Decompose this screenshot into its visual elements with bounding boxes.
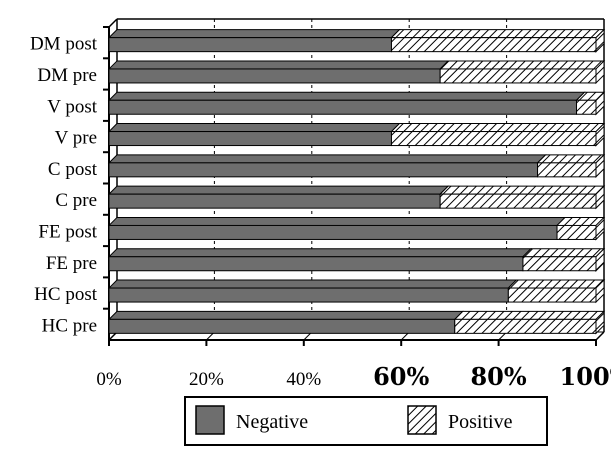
bar-top-face xyxy=(390,123,606,133)
bar-end-face xyxy=(595,247,605,272)
bar-front-face xyxy=(108,99,578,115)
bar-negative-dm-post xyxy=(107,29,401,53)
category-label-c-pre: C pre xyxy=(55,190,97,211)
bar-top-face xyxy=(107,185,450,195)
bar-positive-fe-post xyxy=(555,216,606,241)
x-tick-label: 60% xyxy=(373,362,429,391)
bar-front-face xyxy=(108,193,441,209)
bar-positive-c-post xyxy=(536,153,606,179)
bar-front-face xyxy=(108,131,392,147)
bar-top-face xyxy=(107,279,518,289)
bar-front-face xyxy=(522,256,597,272)
bar-negative-hc-pre xyxy=(107,310,464,334)
category-label-fe-post: FE post xyxy=(38,221,97,242)
category-label-v-pre: V pre xyxy=(55,128,97,149)
bar-negative-fe-pre xyxy=(107,248,533,272)
bar-top-face xyxy=(438,185,606,195)
category-label-dm-pre: DM pre xyxy=(37,65,97,86)
x-tick-labels: 0% 20% 40% 60% 80% 100% xyxy=(96,362,611,391)
category-label-c-post: C post xyxy=(48,159,98,180)
bar-top-face xyxy=(390,29,606,39)
legend-swatch-positive xyxy=(407,405,437,435)
bar-top-face xyxy=(107,29,401,39)
bar-end-face xyxy=(595,153,605,179)
bar-negative-c-pre xyxy=(107,185,450,209)
x-tick-label: 0% xyxy=(96,369,122,390)
bar-front-face xyxy=(439,68,597,84)
bar-end-face xyxy=(595,278,605,304)
x-tick-label: 40% xyxy=(286,369,321,390)
bar-front-face xyxy=(108,287,509,303)
bar-positive-fe-pre xyxy=(521,247,606,272)
axis-depth-top xyxy=(108,18,118,28)
legend-label-negative: Negative xyxy=(236,411,308,433)
bar-top-face xyxy=(107,154,547,164)
legend-swatch-negative xyxy=(195,405,225,435)
bar-front-face xyxy=(108,318,456,334)
bar-front-face xyxy=(108,224,558,240)
bar-top-face xyxy=(107,216,567,226)
category-labels: DM post DM pre V post V pre C post C pre FE po… xyxy=(30,34,98,337)
bar-top-face xyxy=(107,60,450,70)
bar-front-face xyxy=(556,224,597,240)
bar-negative-c-post xyxy=(107,154,547,178)
bar-front-face xyxy=(507,287,597,303)
bar-top-face xyxy=(536,154,606,164)
bar-top-face xyxy=(107,248,533,258)
bar-end-face xyxy=(595,184,605,210)
bar-front-face xyxy=(439,193,597,209)
bar-end-face xyxy=(595,59,605,85)
x-tick-label: 80% xyxy=(470,362,526,391)
bar-positive-hc-pre xyxy=(453,310,606,335)
bar-front-face xyxy=(390,37,597,53)
bar-top-face xyxy=(107,91,586,101)
category-label-hc-post: HC post xyxy=(34,284,98,305)
bar-front-face xyxy=(108,68,441,84)
bar-negative-hc-post xyxy=(107,279,518,303)
category-label-v-post: V post xyxy=(47,96,98,117)
x-tick-label: 100% xyxy=(560,362,611,391)
bar-positive-dm-pre xyxy=(438,59,606,85)
legend-label-positive: Positive xyxy=(448,411,513,433)
category-label-dm-post: DM post xyxy=(30,34,98,55)
legend: Negative Positive xyxy=(184,396,548,446)
axis-depth-bottom-right xyxy=(595,331,605,341)
bar-front-face xyxy=(454,318,597,334)
bar-front-face xyxy=(108,37,392,53)
bar-end-face xyxy=(595,28,605,53)
bar-positive-v-post xyxy=(575,91,606,116)
bar-front-face xyxy=(108,162,539,178)
bar-end-face xyxy=(595,310,605,335)
category-label-hc-pre: HC pre xyxy=(42,315,97,336)
bars xyxy=(107,28,606,335)
bar-top-face xyxy=(453,310,606,320)
x-tick-label: 20% xyxy=(189,369,224,390)
bar-positive-hc-post xyxy=(507,278,606,304)
bar-front-face xyxy=(390,131,597,147)
bar-top-face xyxy=(107,310,464,320)
bar-top-face xyxy=(107,123,401,133)
bar-negative-fe-post xyxy=(107,216,567,240)
bar-negative-v-post xyxy=(107,91,586,115)
bar-front-face xyxy=(537,162,597,178)
bar-positive-c-pre xyxy=(438,184,606,210)
bar-top-face xyxy=(521,248,606,258)
bar-top-face xyxy=(438,60,606,70)
bar-end-face xyxy=(595,91,605,116)
category-label-fe-pre: FE pre xyxy=(46,253,97,274)
bar-end-face xyxy=(595,216,605,241)
bar-positive-dm-post xyxy=(390,28,606,53)
bar-front-face xyxy=(576,99,597,115)
legend-box xyxy=(184,396,548,446)
bar-front-face xyxy=(108,256,524,272)
bar-negative-dm-pre xyxy=(107,60,450,84)
bar-end-face xyxy=(595,122,605,147)
bar-positive-v-pre xyxy=(390,122,606,147)
bar-negative-v-pre xyxy=(107,123,401,147)
bar-top-face xyxy=(507,279,606,289)
